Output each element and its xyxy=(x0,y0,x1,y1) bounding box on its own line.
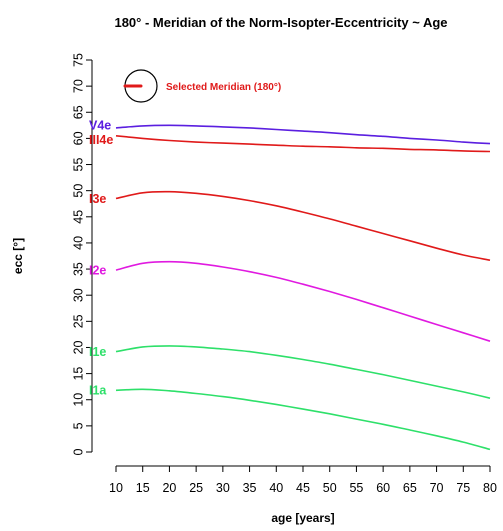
y-tick-label: 10 xyxy=(71,393,85,407)
y-tick-label: 55 xyxy=(71,158,85,172)
series-line-iii4e xyxy=(115,135,491,153)
series-label-i1e: I1e xyxy=(89,345,106,359)
series-label-v4e: V4e xyxy=(89,118,111,132)
legend: Selected Meridian (180°) xyxy=(123,69,281,103)
x-tick-label: 55 xyxy=(349,481,363,495)
x-tick-label: 75 xyxy=(456,481,470,495)
y-tick-label: 5 xyxy=(71,422,85,429)
y-tick-label: 65 xyxy=(71,105,85,119)
x-axis: 10 15 20 25 30 35 40 45 50 55 60 65 70 75 80 xyxy=(109,465,497,495)
y-tick-label: 25 xyxy=(71,314,85,328)
series-line-i1a xyxy=(115,388,491,451)
series-line-i2e xyxy=(115,260,491,342)
series-label-i3e: I3e xyxy=(89,192,106,206)
y-tick-label: 50 xyxy=(71,184,85,198)
y-tick-label: 45 xyxy=(71,210,85,224)
y-tick-label: 75 xyxy=(71,53,85,67)
series-label-i2e: I2e xyxy=(89,263,106,277)
y-tick-label: 70 xyxy=(71,79,85,93)
y-tick-label: 35 xyxy=(71,262,85,276)
series-layer xyxy=(115,124,491,451)
series-line-i1e xyxy=(115,345,491,399)
x-tick-label: 60 xyxy=(376,481,390,495)
y-tick-label: 40 xyxy=(71,236,85,250)
y-tick-label: 30 xyxy=(71,288,85,302)
y-tick-label: 0 xyxy=(71,448,85,455)
x-tick-label: 10 xyxy=(109,481,123,495)
y-tick-label: 60 xyxy=(71,131,85,145)
x-tick-label: 20 xyxy=(162,481,176,495)
y-axis-title: ecc [°] xyxy=(11,238,25,274)
x-tick-label: 15 xyxy=(136,481,150,495)
x-tick-label: 65 xyxy=(403,481,417,495)
x-tick-label: 50 xyxy=(323,481,337,495)
x-tick-label: 45 xyxy=(296,481,310,495)
chart-title: 180° - Meridian of the Norm-Isopter-Ecce… xyxy=(114,15,447,30)
y-tick-label: 15 xyxy=(71,367,85,381)
y-axis: 0 5 10 15 20 25 30 35 40 45 50 55 60 65 70 75 xyxy=(71,53,93,455)
series-label-iii4e: III4e xyxy=(89,133,113,147)
x-axis-title: age [years] xyxy=(271,511,334,525)
x-tick-label: 40 xyxy=(269,481,283,495)
series-label-i1a: I1a xyxy=(89,384,107,398)
series-line-i3e xyxy=(115,190,491,261)
x-tick-label: 25 xyxy=(189,481,203,495)
x-tick-label: 35 xyxy=(243,481,257,495)
x-tick-label: 80 xyxy=(483,481,497,495)
x-tick-label: 70 xyxy=(430,481,444,495)
legend-text: Selected Meridian (180°) xyxy=(166,82,281,93)
y-tick-label: 20 xyxy=(71,340,85,354)
series-line-v4e xyxy=(115,124,491,145)
x-tick-label: 30 xyxy=(216,481,230,495)
